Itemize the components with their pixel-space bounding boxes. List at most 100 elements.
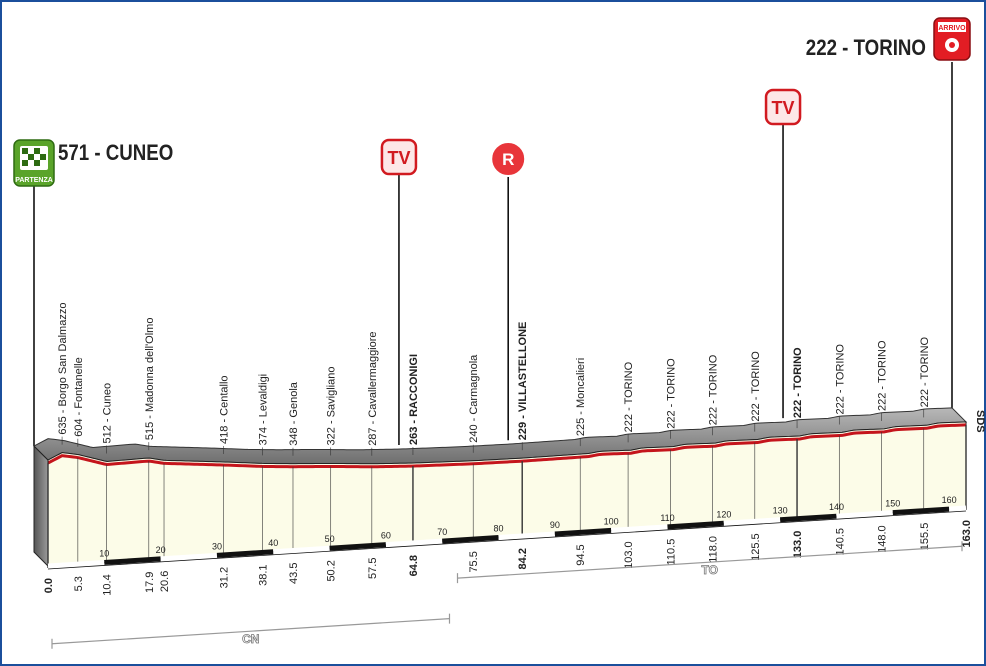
place-label: 229 - VILLASTELLONE xyxy=(517,322,529,441)
flag-check xyxy=(28,154,34,160)
place-label: 222 - TORINO xyxy=(750,351,762,422)
km-tick-label: 80 xyxy=(494,524,504,534)
start-badge-text: PARTENZA xyxy=(15,177,53,184)
km-tick-label: 50 xyxy=(325,534,335,544)
place-labels: 635 - Borgo San Dalmazzo 604 - Fontanelle… xyxy=(57,303,931,456)
finish-badge-text: ARRIVO xyxy=(938,25,966,32)
distance-label: 50.2 xyxy=(326,560,338,581)
km-tick-label: 100 xyxy=(604,516,619,526)
start-badge: PARTENZA xyxy=(13,139,55,187)
distance-label: 103.0 xyxy=(623,541,635,569)
km-scale-segment xyxy=(892,506,950,516)
tv-badge-bg xyxy=(380,138,418,176)
place-label: 225 - Moncalieri xyxy=(575,358,587,436)
km-scale-segment xyxy=(836,510,893,519)
place-label: 222 - TORINO xyxy=(919,336,931,407)
place-label: 222 - TORINO xyxy=(665,358,677,429)
km-tick-label: 70 xyxy=(437,527,447,537)
km-scale-segment xyxy=(723,517,781,526)
finish-badge-strip xyxy=(938,22,966,32)
km-scale-baseline xyxy=(47,510,967,570)
km-tick-label: 140 xyxy=(829,502,844,512)
distance-label: 10.4 xyxy=(102,574,114,595)
distance-label: 75.5 xyxy=(468,551,480,572)
km-scale-bar: 10 20 30 40 50 60 70 80 90 100 110 120 130 140 150 160 xyxy=(47,495,967,570)
profile-vertical-lines xyxy=(47,424,967,568)
km-scale-segment xyxy=(385,538,443,548)
place-label: 512 - Cuneo xyxy=(102,383,114,444)
place-label: 263 - RACCONIGI xyxy=(408,354,420,445)
province-label: CN xyxy=(242,632,259,646)
place-label: 418 - Centallo xyxy=(219,375,231,444)
km-scale-segment xyxy=(160,552,218,562)
place-label: 222 - TORINO xyxy=(877,340,889,411)
km-tick-label: 150 xyxy=(885,499,900,509)
km-tick-label: 110 xyxy=(660,513,674,523)
km-scale-segment xyxy=(216,549,274,558)
km-scale-segment xyxy=(779,513,837,523)
place-label: 287 - Cavallermaggiore xyxy=(367,331,379,445)
place-label: 635 - Borgo San Dalmazzo xyxy=(57,303,69,435)
finish-badge: ARRIVO xyxy=(933,17,971,61)
distance-label: 118.0 xyxy=(708,536,720,563)
marker-badges: PARTENZA ARRIVO TV R TV xyxy=(13,17,971,187)
place-label: 222 - TORINO xyxy=(623,361,635,432)
profile-red-line xyxy=(47,423,967,469)
km-scale-segment xyxy=(329,542,387,551)
distance-label: 17.9 xyxy=(144,572,156,593)
place-label: 222 - TORINO xyxy=(834,344,846,415)
profile-side-wall xyxy=(33,444,49,568)
profile-area xyxy=(33,407,968,568)
tv-badge-bg xyxy=(764,88,802,126)
tv-badge: TV xyxy=(380,138,418,176)
place-label: 222 - TORINO xyxy=(708,354,720,425)
province-label: TO xyxy=(702,563,718,577)
red-r-badge: R xyxy=(490,141,527,177)
profile-front-face xyxy=(47,421,967,567)
km-scale-segment xyxy=(47,559,105,569)
start-label: 571 - CUNEO xyxy=(58,142,173,166)
distance-label: 163.0 xyxy=(961,520,973,548)
km-scale-segment xyxy=(498,531,556,541)
place-label: 374 - Levaldigi xyxy=(258,374,270,446)
red-r-text: R xyxy=(502,150,514,169)
km-tick-label: 20 xyxy=(156,545,166,555)
flag-check xyxy=(22,148,28,154)
distance-label: 43.5 xyxy=(288,563,300,584)
distance-label: 155.5 xyxy=(919,523,931,551)
km-tick-label: 30 xyxy=(212,541,222,551)
km-scale-segment xyxy=(442,535,499,544)
distance-label: 57.5 xyxy=(367,558,379,579)
km-scale-segment xyxy=(667,520,724,530)
flag-check xyxy=(34,148,40,154)
sds-label: SDS xyxy=(974,410,986,433)
distance-label: 64.8 xyxy=(408,555,420,576)
province-line xyxy=(457,545,963,579)
place-label: 240 - Carmagnola xyxy=(468,354,480,443)
flag-check xyxy=(40,154,46,160)
place-label: 348 - Genola xyxy=(288,381,300,445)
tv-badge: TV xyxy=(764,88,802,126)
km-scale-segment xyxy=(554,527,612,537)
distance-label: 110.5 xyxy=(665,539,677,566)
distance-label: 31.2 xyxy=(219,567,231,588)
km-scale-segment xyxy=(948,505,967,512)
km-tick-label: 120 xyxy=(716,509,731,519)
finish-label: 222 - TORINO xyxy=(806,37,926,61)
place-label: 515 - Madonna dell'Olmo xyxy=(144,318,156,441)
km-tick-label: 160 xyxy=(942,495,957,505)
km-tick-label: 40 xyxy=(268,538,278,548)
distance-label: 125.5 xyxy=(750,533,762,561)
marker-leader-lines xyxy=(33,62,953,447)
distance-label: 84.2 xyxy=(517,548,529,569)
place-label: 604 - Fontanelle xyxy=(73,357,85,437)
distance-label: 38.1 xyxy=(258,564,270,585)
km-tick-label: 60 xyxy=(381,531,391,541)
distance-label: 20.6 xyxy=(159,571,171,592)
distance-label: 94.5 xyxy=(575,544,587,565)
distance-labels: 0.0 5.3 10.4 17.9 20.6 31.2 38.1 43.5 50.2 57.5 64… xyxy=(43,520,973,596)
flag-check xyxy=(22,160,28,166)
finish-icon-dot xyxy=(949,42,955,48)
